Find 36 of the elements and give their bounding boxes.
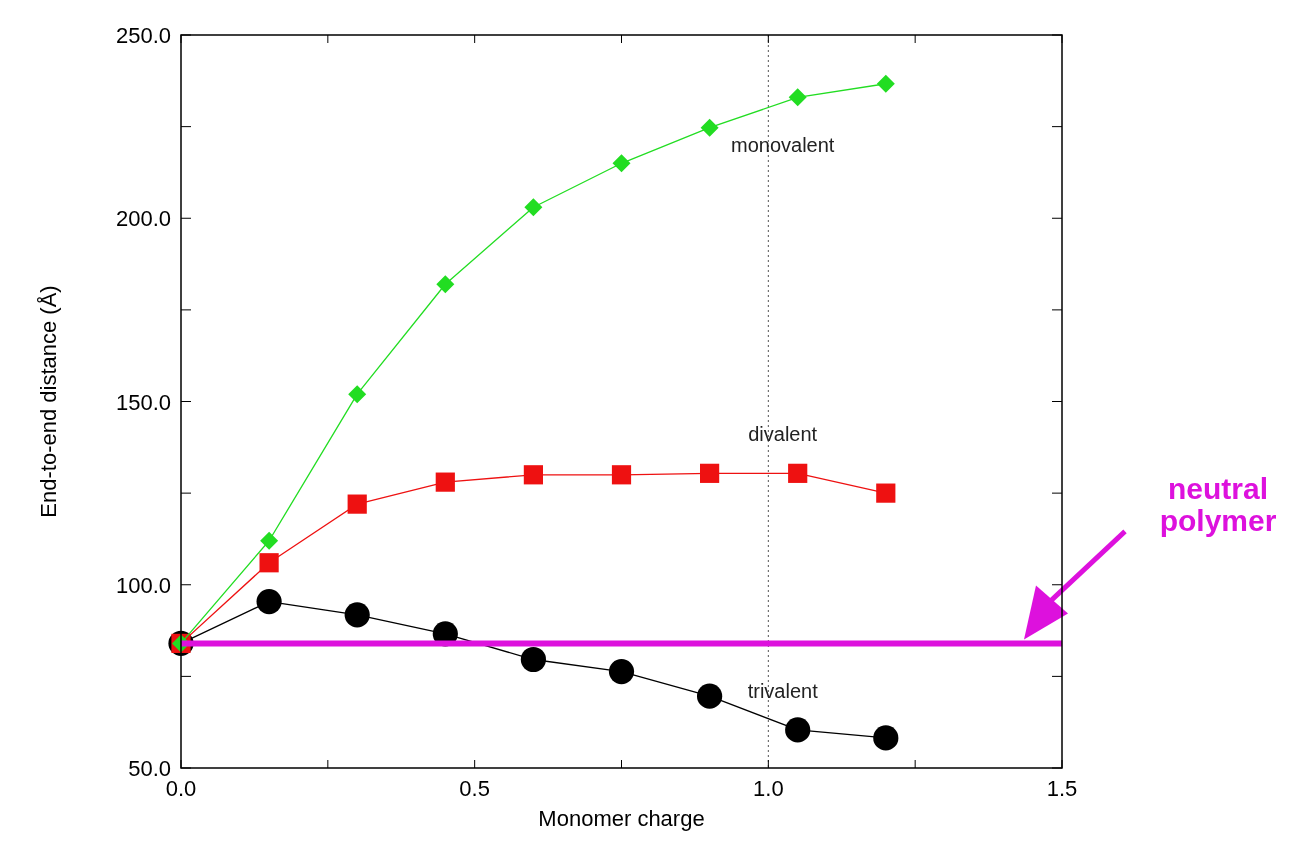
point bbox=[788, 463, 808, 483]
point bbox=[697, 683, 723, 709]
point bbox=[611, 465, 632, 485]
y-tick-label: 100.0 bbox=[115, 572, 171, 598]
point bbox=[256, 589, 282, 615]
x-axis-title: Monomer charge bbox=[538, 806, 705, 831]
point bbox=[259, 553, 279, 573]
y-tick-label: 250.0 bbox=[115, 23, 171, 48]
point bbox=[523, 465, 543, 485]
series-label: monovalent bbox=[731, 134, 835, 157]
ref-line-label: neutral polymer bbox=[1159, 472, 1277, 538]
series-label: divalent bbox=[748, 423, 818, 446]
point bbox=[520, 646, 546, 673]
series-label: trivalent bbox=[747, 679, 819, 702]
point bbox=[700, 118, 719, 137]
point bbox=[608, 659, 635, 685]
point bbox=[524, 198, 543, 217]
point bbox=[260, 531, 279, 550]
x-tick-label: 1.5 bbox=[1046, 776, 1078, 801]
x-tick-label: 0.5 bbox=[459, 776, 490, 801]
point bbox=[876, 74, 895, 93]
point bbox=[347, 494, 367, 514]
point bbox=[344, 602, 370, 628]
y-tick-label: 150.0 bbox=[115, 389, 171, 415]
point bbox=[788, 88, 807, 107]
y-axis-title: End-to-end distance (Å) bbox=[36, 285, 61, 518]
point bbox=[348, 385, 367, 404]
point bbox=[785, 717, 811, 743]
point bbox=[435, 472, 455, 492]
point bbox=[876, 483, 896, 503]
point bbox=[612, 154, 631, 173]
point bbox=[436, 275, 455, 294]
x-tick-label: 1.0 bbox=[753, 776, 784, 801]
point bbox=[700, 463, 720, 483]
y-tick-label: 200.0 bbox=[115, 206, 171, 232]
point bbox=[873, 725, 899, 751]
